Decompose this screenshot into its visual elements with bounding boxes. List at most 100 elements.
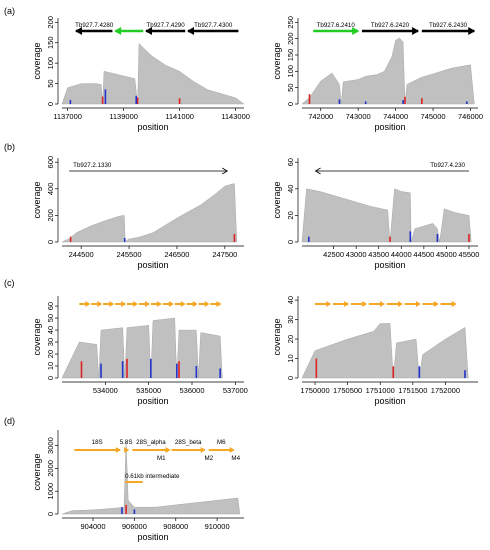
y-axis-label: coverage [272,42,282,79]
coverage-area [301,323,469,379]
blue-mark [464,370,466,378]
x-tick-label: 744000 [383,112,408,121]
coverage-area [301,37,475,105]
blue-mark [121,361,124,378]
y-axis-label: coverage [272,181,282,218]
x-tick-label: 743000 [346,112,371,121]
gene-arrowhead [222,167,229,175]
y-tick-label: 60 [286,158,295,166]
gene-label: Tb927.6.2410 [317,22,356,29]
x-tick-label: 535000 [136,386,161,395]
gene-label: Tb927.6.2430 [429,22,468,29]
x-tick-label: 537000 [223,386,248,395]
blue-mark [418,366,421,378]
x-tick-label: 247500 [212,250,237,259]
red-mark [136,97,139,104]
y-tick-label: 30 [286,315,295,323]
x-tick-label: 245500 [117,250,142,259]
red-mark [468,234,470,242]
rrna-arrowhead [115,447,121,453]
x-tick-label: 1141000 [165,112,194,121]
y-tick-label: 60 [46,302,55,310]
chart-panel: 0 10 20 30 40 1750000 1750500 1751000 1751500 175… [272,296,478,406]
y-tick-label: 20 [286,211,295,219]
red-mark [125,504,127,514]
blue-mark [133,509,136,514]
chart-panel: 0 50 100 150 200 250 742000 743000 744000 745000 7… [272,16,483,132]
y-tick-label: 0 [46,102,55,106]
rrna-label: 18S [92,439,103,446]
repeat-arrowhead [121,301,127,307]
blue-mark [195,366,198,378]
repeat-arrowhead [344,301,350,307]
x-tick-label: 42500 [323,250,344,259]
gene-label: Tb927.4.230 [430,162,465,169]
gene-label: Tb927.7.4290 [146,22,185,29]
x-tick-label: 246500 [164,250,189,259]
y-tick-label: 10 [46,362,55,370]
repeat-arrowhead [85,301,91,307]
x-tick-label: 1750500 [333,386,362,395]
y-tick-label: 200 [286,32,295,45]
x-tick-label: 45000 [436,250,457,259]
x-axis-label: position [137,532,168,542]
x-tick-label: 745000 [421,112,446,121]
chart-panel: 0 1000 2000 3000 904000 906000 908000 910000 pos… [32,430,244,542]
blue-mark [409,231,412,242]
blue-mark [100,363,102,378]
y-tick-label: 40 [46,326,55,334]
red-mark [308,94,311,104]
y-axis-label: coverage [32,453,42,490]
repeat-arrowhead [168,301,174,307]
gene-label: Tb927.7.4280 [75,22,114,29]
gene-arrowhead [145,27,152,35]
x-tick-label: 244500 [69,250,94,259]
rrna-label: M6 [217,439,226,446]
x-tick-label: 904000 [81,522,106,531]
x-tick-label: 1751500 [398,386,427,395]
gene-arrowhead [412,27,420,35]
rrna-arrowhead [124,447,130,453]
blue-mark [338,99,341,104]
y-tick-label: 200 [46,16,55,29]
y-tick-label: 600 [46,156,55,169]
y-tick-label: 0 [286,240,295,244]
red-mark [315,358,318,378]
chart-panel: 0 10 20 30 40 50 60 534000 535000 536000 537000 pos… [32,296,248,406]
red-mark [233,234,236,242]
repeat-arrowhead [180,301,186,307]
red-mark [389,236,391,242]
repeat-arrowhead [451,301,457,307]
x-tick-label: 1752000 [431,386,460,395]
y-tick-label: 400 [46,183,55,196]
gene-arrowhead [352,27,360,35]
blue-mark [104,89,107,104]
red-mark [404,96,406,104]
repeat-arrowhead [397,301,403,307]
repeat-arrowhead [192,301,198,307]
coverage-area [61,42,245,105]
x-tick-label: 1139000 [109,112,138,121]
y-tick-label: 10 [286,354,295,362]
y-tick-label: 50 [286,83,295,91]
x-tick-label: 536000 [179,386,204,395]
intermediate-label: 0.61kb intermediate [125,473,180,480]
chart-panel: 0 20 40 60 42500 43000 43500 44000 44500 45000 455… [272,158,479,270]
sub-label: M4 [231,455,240,462]
coverage-area [61,317,223,379]
y-tick-label: 250 [286,16,295,29]
rrna-label: 28S_beta [175,439,202,446]
panel-label: (c) [4,278,15,288]
y-tick-label: 150 [46,36,55,49]
repeat-arrowhead [145,301,151,307]
repeat-arrowhead [204,301,210,307]
rrna-arrowhead [200,447,206,453]
blue-mark [307,236,310,242]
y-tick-label: 1000 [46,483,55,500]
x-tick-label: 534000 [93,386,118,395]
x-tick-label: 1750000 [300,386,329,395]
x-tick-label: 43500 [368,250,389,259]
x-tick-label: 742000 [308,112,333,121]
x-axis-label: position [137,122,168,132]
y-tick-label: 0 [46,512,55,516]
